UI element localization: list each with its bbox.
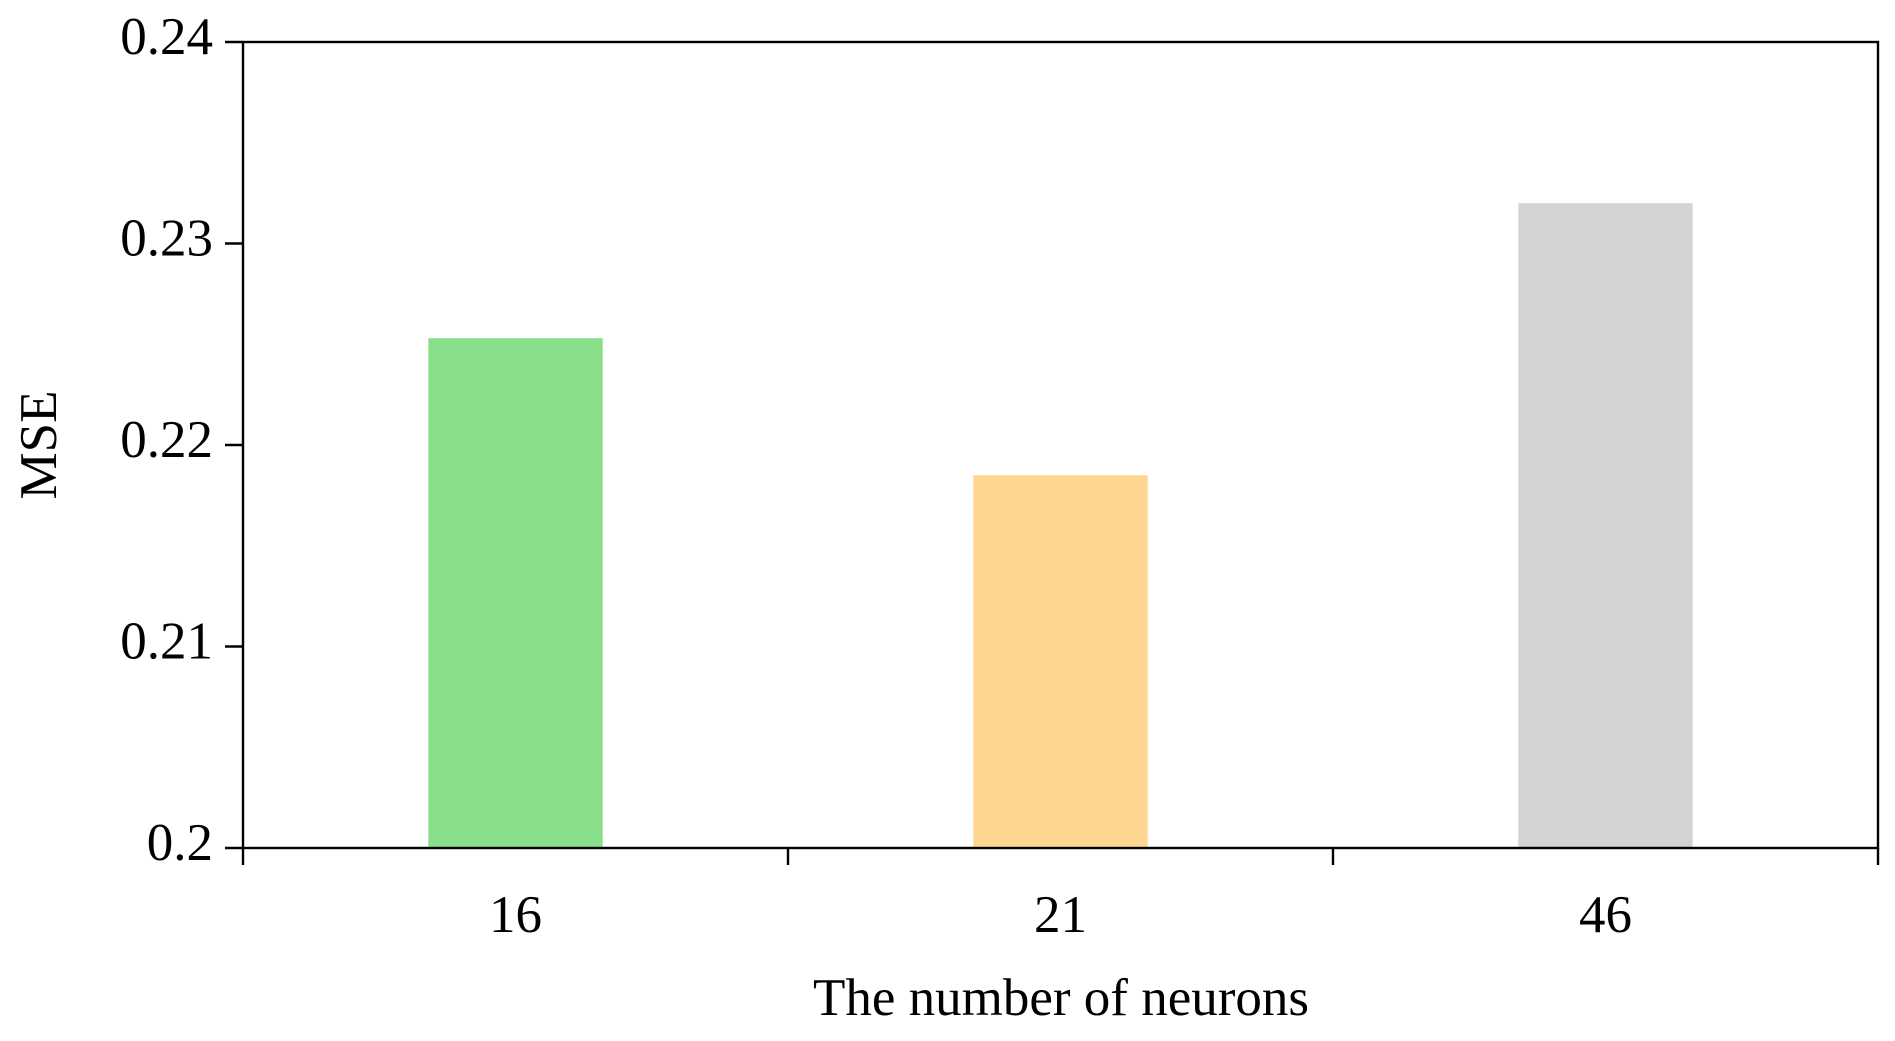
plot-frame [241, 40, 1880, 850]
x-tick-label: 46 [1579, 886, 1632, 944]
y-tick-label: 0.22 [120, 411, 213, 469]
y-axis-label: MSE [10, 391, 68, 500]
y-tick-label: 0.23 [120, 210, 213, 268]
bar [1518, 203, 1693, 848]
x-tick-label: 21 [1034, 886, 1087, 944]
x-axis-label: The number of neurons [813, 969, 1309, 1027]
bar [428, 338, 603, 848]
y-tick-label: 0.2 [147, 814, 213, 872]
y-tick-label: 0.21 [120, 613, 213, 671]
y-tick-label: 0.24 [120, 8, 213, 66]
bar [973, 475, 1148, 848]
x-tick-label: 16 [489, 886, 542, 944]
